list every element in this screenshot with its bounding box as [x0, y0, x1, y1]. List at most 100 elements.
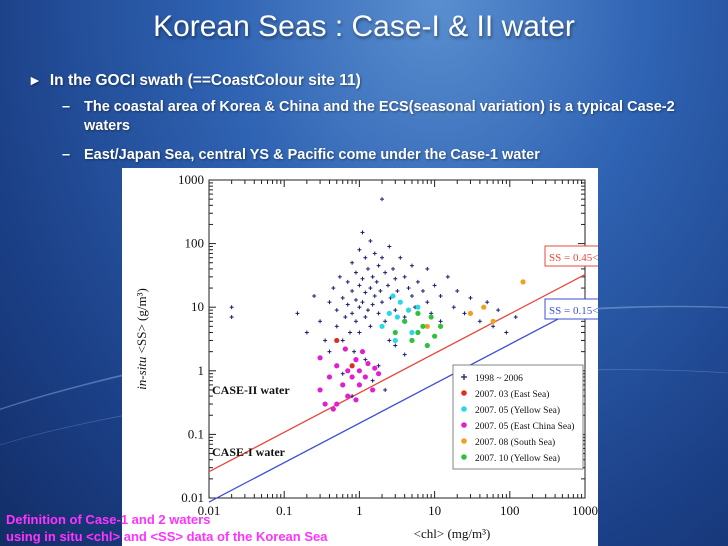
data-point-plus [345, 279, 350, 284]
data-point-plus [420, 288, 425, 293]
data-point [415, 310, 421, 316]
data-point-plus [380, 197, 385, 202]
triangle-bullet-icon: ► [28, 72, 42, 88]
data-point-plus [368, 238, 373, 243]
data-point-plus [402, 274, 407, 279]
sub-bullet-2: – East/Japan Sea, central YS & Pacific c… [62, 146, 692, 165]
data-point [379, 323, 385, 329]
data-point [428, 314, 434, 320]
data-point-plus [383, 387, 388, 392]
data-point-plus [357, 283, 362, 288]
data-point-plus [323, 338, 328, 343]
data-point-plus [438, 294, 443, 299]
x-tick-label: 10 [428, 503, 441, 518]
dash-bullet-icon: – [62, 99, 71, 115]
data-point-plus [363, 290, 368, 295]
data-point-plus [318, 319, 323, 324]
data-point-plus [350, 311, 355, 316]
legend-marker [461, 422, 467, 428]
data-point-plus [402, 315, 407, 320]
data-point-plus [363, 255, 368, 260]
legend-label: 2007. 03 (East Sea) [475, 389, 549, 400]
y-tick-label: 1000 [178, 172, 204, 187]
data-point-plus [477, 319, 482, 324]
data-point-plus [425, 300, 430, 305]
data-point [437, 323, 444, 329]
data-point-plus [391, 266, 396, 271]
data-point-plus [360, 300, 365, 305]
data-point-plus [363, 315, 368, 320]
data-point [340, 382, 346, 388]
data-point-plus [485, 300, 490, 305]
data-point [424, 323, 430, 329]
data-point-plus [393, 308, 398, 313]
legend-label: 2007. 08 (South Sea) [475, 437, 555, 448]
data-point-plus [340, 295, 345, 300]
data-point-plus [374, 279, 379, 284]
data-point-plus [376, 263, 381, 268]
data-point-plus [343, 315, 348, 320]
data-point [402, 318, 408, 324]
data-point-plus [331, 286, 336, 291]
data-point [345, 393, 351, 399]
data-point-plus [376, 311, 381, 316]
data-point-plus [445, 274, 450, 279]
main-bullet: ► In the GOCI swath (==CoastColour site 1… [28, 72, 361, 90]
data-point-plus [406, 286, 411, 291]
chart-panel: 0.01 0.1 1 10 100 1000 0.01 0.1 1 10 100 1000 <chl> … [122, 168, 666, 546]
data-point-plus [340, 371, 345, 376]
legend-box [452, 364, 584, 470]
data-point-plus [438, 319, 443, 324]
data-point [370, 387, 376, 393]
sub-bullet-1: – The coastal area of Korea & China and … [62, 98, 692, 136]
data-point-plus [357, 305, 362, 310]
data-point-plus [229, 315, 234, 320]
data-point-plus [504, 330, 509, 335]
data-point-plus [353, 270, 358, 275]
data-point [349, 374, 355, 380]
main-bullet-text: In the GOCI swath (==CoastColour site 11… [49, 72, 361, 89]
data-point-plus [350, 260, 355, 265]
data-point [409, 329, 415, 336]
data-point-plus [395, 288, 400, 293]
data-point-plus [372, 251, 377, 256]
data-point [334, 363, 340, 369]
dash-bullet-icon: – [62, 147, 71, 163]
data-point-plus [350, 288, 355, 293]
data-point-plus [393, 276, 398, 281]
data-point-plus [380, 300, 385, 305]
data-point-plus [304, 330, 309, 335]
data-point-plus [334, 308, 339, 313]
data-point [432, 333, 438, 339]
data-point [322, 401, 328, 407]
data-point-plus [337, 274, 342, 279]
y-tick-label: 1 [198, 363, 205, 378]
data-point [520, 279, 526, 285]
data-point-plus [383, 270, 388, 275]
data-point-plus [387, 244, 392, 249]
data-point-plus [340, 338, 345, 343]
data-point [362, 374, 368, 380]
data-point-plus [370, 302, 375, 307]
data-point-plus [348, 330, 353, 335]
data-point-plus [385, 283, 390, 288]
data-point-plus [365, 308, 370, 313]
data-point-plus [402, 352, 407, 357]
data-point-plus [455, 288, 460, 293]
data-point-plus [462, 311, 467, 316]
data-point-plus [378, 288, 383, 293]
slide-title: Korean Seas : Case-I & II water [153, 10, 575, 43]
data-point [365, 360, 371, 367]
y-tick-label: 100 [185, 236, 205, 251]
data-point-plus [350, 394, 355, 399]
x-axis-label: <chl> (mg/m³) [414, 526, 491, 541]
data-point [334, 337, 340, 344]
data-point-plus [229, 305, 234, 310]
legend-label: 2007. 05 (Yellow Sea) [475, 405, 560, 416]
data-point [390, 293, 396, 299]
data-point [405, 307, 412, 313]
data-point [375, 371, 382, 377]
data-point-plus [312, 294, 317, 299]
data-point [334, 401, 340, 407]
data-point-plus [360, 276, 365, 281]
